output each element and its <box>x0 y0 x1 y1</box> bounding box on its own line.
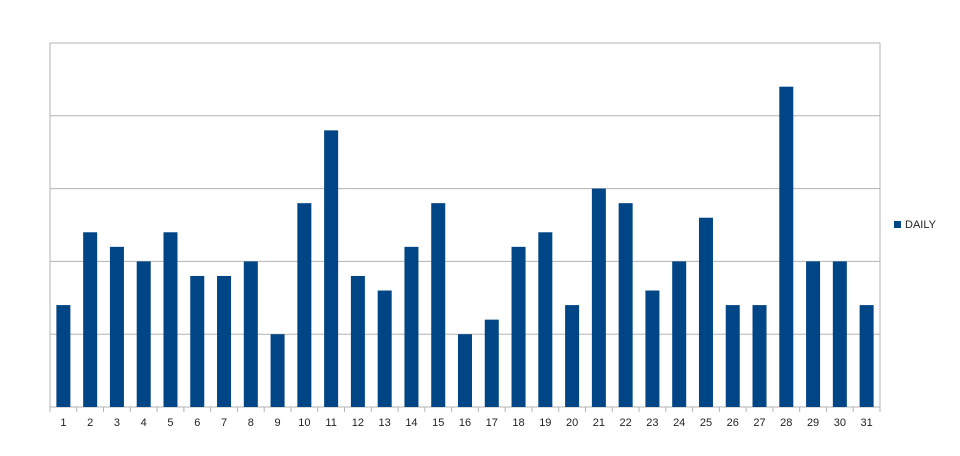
x-tick-label: 14 <box>405 417 417 429</box>
bar <box>404 246 419 407</box>
bar <box>109 246 124 407</box>
bar <box>859 305 874 407</box>
bar <box>350 275 365 407</box>
bar <box>217 275 232 407</box>
bar <box>672 261 687 407</box>
x-tick-label: 18 <box>512 417 524 429</box>
bar <box>484 319 499 407</box>
x-tick-label: 11 <box>325 417 336 429</box>
x-tick-label: 28 <box>780 417 792 429</box>
x-tick-label: 9 <box>275 417 281 429</box>
x-tick-label: 22 <box>620 417 632 429</box>
bar <box>83 232 98 407</box>
x-tick-label: 1 <box>60 417 66 429</box>
x-tick-label: 6 <box>194 417 200 429</box>
x-tick-label: 31 <box>860 417 872 429</box>
bar <box>163 232 178 407</box>
x-tick-label: 20 <box>566 417 578 429</box>
bar <box>538 232 553 407</box>
x-tick-label: 4 <box>141 417 147 429</box>
x-tick-label: 24 <box>673 417 685 429</box>
x-tick-label: 26 <box>727 417 739 429</box>
x-tick-label: 27 <box>753 417 765 429</box>
bar <box>190 275 205 407</box>
x-tick-label: 21 <box>593 417 605 429</box>
x-tick-label: 7 <box>221 417 227 429</box>
x-tick-label: 12 <box>352 417 364 429</box>
bar <box>752 305 767 407</box>
bar <box>136 261 151 407</box>
bar <box>779 86 794 408</box>
bar <box>270 334 285 407</box>
bar <box>832 261 847 407</box>
bar <box>431 203 446 407</box>
x-tick-label: 15 <box>432 417 444 429</box>
x-tick-label: 17 <box>486 417 498 429</box>
bar <box>324 130 339 408</box>
bar <box>377 290 392 407</box>
x-tick-label: 19 <box>539 417 551 429</box>
x-tick-label: 3 <box>114 417 120 429</box>
x-tick-label: 16 <box>459 417 471 429</box>
x-tick-label: 30 <box>834 417 846 429</box>
bar <box>806 261 821 407</box>
x-tick-label: 8 <box>248 417 254 429</box>
x-tick-label: 5 <box>167 417 173 429</box>
bar <box>725 305 740 407</box>
legend-label: DAILY <box>905 219 937 231</box>
bar <box>565 305 580 407</box>
x-tick-label: 29 <box>807 417 819 429</box>
x-tick-label: 25 <box>700 417 712 429</box>
x-tick-label: 13 <box>379 417 391 429</box>
bar <box>243 261 258 407</box>
bar <box>458 334 472 407</box>
bar <box>591 188 606 407</box>
x-tick-label: 2 <box>87 417 93 429</box>
bar <box>698 217 713 407</box>
bar <box>645 290 660 407</box>
bar <box>618 203 633 407</box>
legend-swatch <box>894 221 901 228</box>
bar <box>56 305 71 407</box>
bar <box>511 246 526 407</box>
x-tick-label: 10 <box>298 417 310 429</box>
bar <box>297 203 312 407</box>
x-tick-label: 23 <box>646 417 658 429</box>
